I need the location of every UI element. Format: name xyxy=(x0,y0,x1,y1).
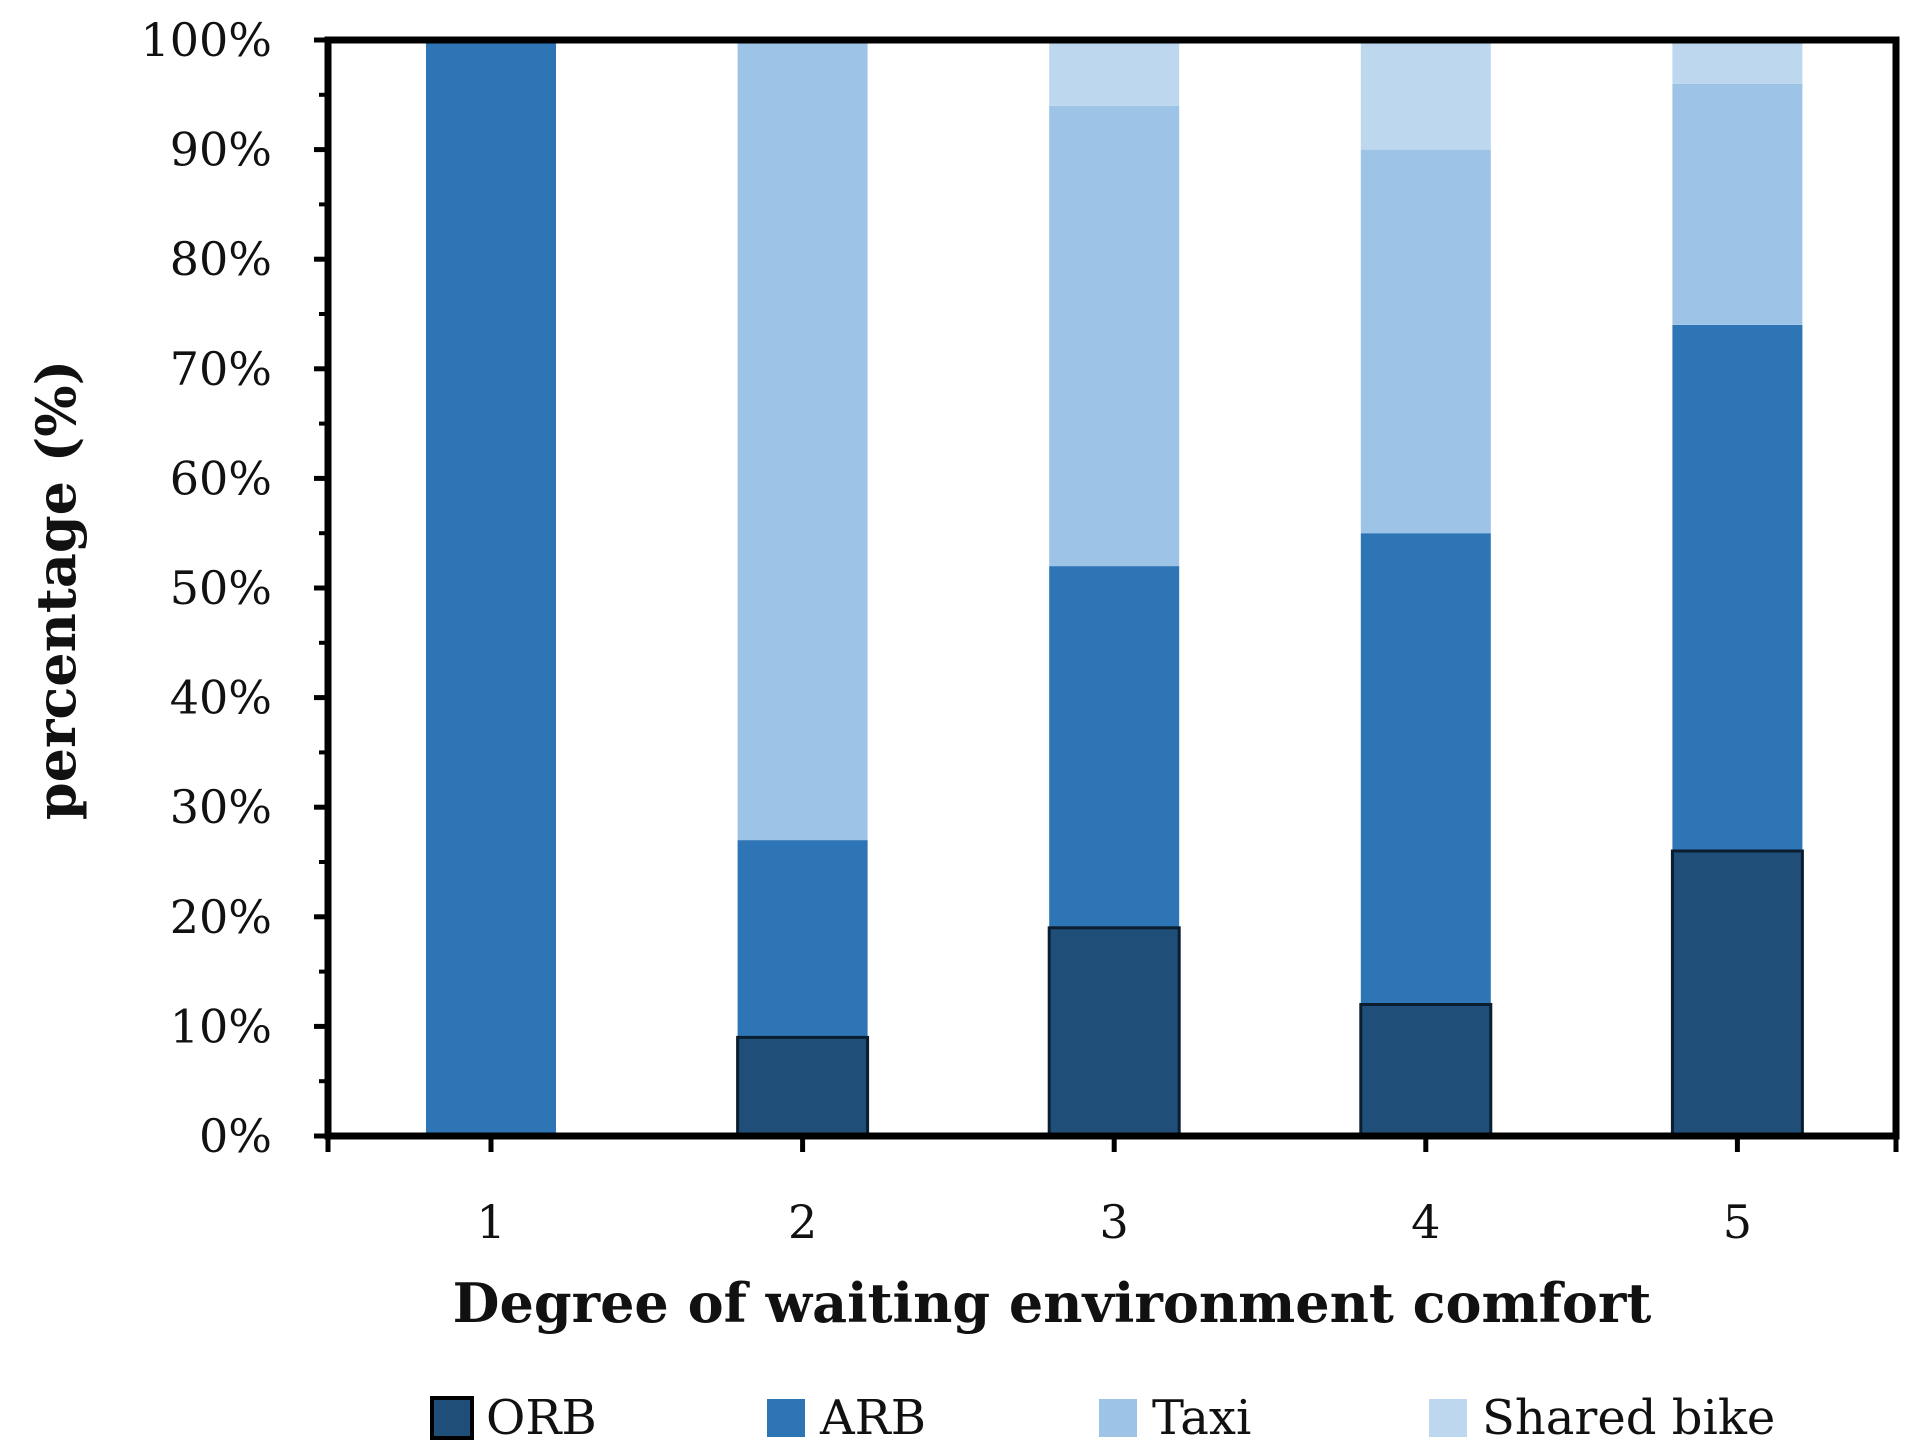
y-tick-label: 0% xyxy=(199,1109,272,1163)
x-axis-title: Degree of waiting environment comfort xyxy=(453,1271,1652,1335)
legend-swatch-orb xyxy=(430,1396,474,1440)
legend-swatch-taxi xyxy=(1097,1397,1139,1439)
y-tick-label: 90% xyxy=(170,123,272,177)
y-tick-label: 40% xyxy=(170,671,272,725)
y-tick-label: 80% xyxy=(170,232,272,286)
bar-segment-shared-bike-5 xyxy=(1672,40,1803,84)
legend-swatch-shared-bike xyxy=(1427,1397,1469,1439)
x-axis: 1 2 3 4 5 xyxy=(325,1136,1899,1249)
bar-segment-shared-bike-4 xyxy=(1360,40,1491,150)
y-axis-title: percentage (%) xyxy=(24,360,88,820)
bars-layer xyxy=(426,40,1804,1138)
x-tick-label: 2 xyxy=(788,1195,817,1249)
legend-label-arb: ARB xyxy=(819,1390,926,1443)
bar-segment-orb-5 xyxy=(1672,851,1803,1136)
legend-swatch-arb xyxy=(765,1397,807,1439)
y-tick-label: 10% xyxy=(170,999,272,1053)
y-tick-label: 30% xyxy=(170,780,272,834)
x-tick-label: 1 xyxy=(476,1195,505,1249)
bar-segment-arb-2 xyxy=(737,840,868,1038)
bar-segment-taxi-4 xyxy=(1360,149,1491,534)
y-tick-label: 70% xyxy=(170,342,272,396)
bar-segment-shared-bike-3 xyxy=(1049,40,1180,106)
bar-segment-arb-5 xyxy=(1672,325,1803,852)
y-tick-label: 50% xyxy=(170,561,272,615)
bar-segment-taxi-2 xyxy=(737,40,868,841)
x-tick-label: 5 xyxy=(1723,1195,1752,1249)
y-axis: 0% 10% 20% 30% 40% 50% 60% 70% 80% 90% 100% xyxy=(140,13,328,1163)
bar-segment-orb-4 xyxy=(1360,1004,1491,1136)
legend-label-shared-bike: Shared bike xyxy=(1482,1390,1775,1443)
legend-label-taxi: Taxi xyxy=(1152,1390,1251,1443)
bar-segment-arb-4 xyxy=(1360,533,1491,1005)
y-tick-label: 20% xyxy=(170,890,272,944)
bar-segment-taxi-3 xyxy=(1049,105,1180,567)
legend: ORB ARB Taxi Shared bike xyxy=(430,1390,1775,1443)
bar-segment-orb-3 xyxy=(1049,927,1180,1136)
x-tick-label: 3 xyxy=(1100,1195,1129,1249)
bar-segment-orb-2 xyxy=(737,1037,868,1136)
y-tick-label: 100% xyxy=(140,13,272,67)
x-tick-label: 4 xyxy=(1411,1195,1440,1249)
y-tick-label: 60% xyxy=(170,451,272,505)
bar-segment-arb-3 xyxy=(1049,566,1180,928)
legend-label-orb: ORB xyxy=(486,1390,597,1443)
bar-segment-taxi-5 xyxy=(1672,83,1803,325)
bar-segment-arb-1 xyxy=(426,40,556,1136)
